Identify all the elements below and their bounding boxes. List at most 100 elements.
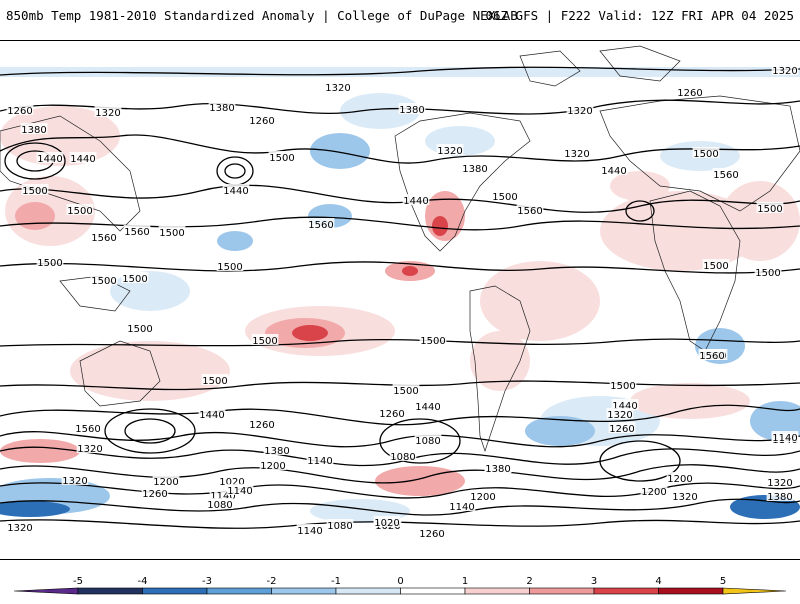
contour-label-text: 1260 [249, 116, 274, 127]
contour-label: 1140 [226, 484, 254, 497]
contour-label-text: 1080 [207, 500, 232, 511]
contour-label-background [402, 194, 430, 205]
contour-label: 1140 [448, 500, 476, 513]
colorbar-segment [271, 587, 337, 595]
contour-label: 1140 [306, 454, 334, 467]
contour-label-background [268, 151, 296, 162]
contour-label-background [378, 407, 406, 418]
contour-label: 1320 [94, 106, 122, 119]
contour-label-text: 1560 [713, 170, 738, 181]
colorbar-tick-label: -2 [267, 576, 277, 587]
contour-label-background [461, 162, 489, 173]
contour-label-text: 1500 [420, 336, 445, 347]
contour-label-text: 1260 [609, 424, 634, 435]
contour-label: 1500 [392, 384, 420, 397]
contour-label: 1560 [123, 225, 151, 238]
contour-label-background [306, 454, 334, 465]
contour-label-background [263, 444, 291, 455]
contour-label: 1140 [771, 431, 799, 444]
contour-label: 1500 [754, 266, 782, 279]
contour-label-text: 1320 [672, 492, 697, 503]
contour-label-text: 1560 [91, 233, 116, 244]
contour-label-background [516, 204, 544, 215]
contour-label-background [208, 101, 236, 112]
contour-label-text: 1500 [693, 149, 718, 160]
contour-label: 1320 [566, 104, 594, 117]
contour-label: 1320 [6, 521, 34, 534]
contour-label-background [600, 164, 628, 175]
contour-label-background [121, 272, 149, 283]
contour-label: 1260 [608, 422, 636, 435]
contour-label-background [469, 490, 497, 501]
contour-label: 1380 [398, 103, 426, 116]
colorbar-svg: -5 -4 -3 -2 -1 0 1 2 3 4 5 [13, 576, 787, 595]
contour-label-text: 1560 [75, 424, 100, 435]
contour-label-background [606, 408, 634, 419]
contour-label-background [398, 103, 426, 114]
contour-label-background [766, 476, 794, 487]
contour-label-text: 1080 [415, 436, 440, 447]
contour-label-background [676, 86, 704, 97]
contour-label-text: 1140 [449, 502, 474, 513]
contour-label-background [222, 184, 250, 195]
contour-label-text: 1320 [607, 410, 632, 421]
contour-label-text: 1500 [492, 192, 517, 203]
colorbar-segment [529, 587, 595, 595]
contour-label: 1320 [563, 147, 591, 160]
contour-label-text: 1500 [610, 381, 635, 392]
contour-label: 1500 [21, 184, 49, 197]
contour-label-text: 1140 [227, 486, 252, 497]
contour-label-text: 1320 [772, 66, 797, 77]
contour-label-background [20, 123, 48, 134]
contour-label-background [324, 81, 352, 92]
colorbar-segment [400, 587, 466, 595]
colorbar-tick-label: 1 [462, 576, 468, 587]
contour-label: 1500 [609, 379, 637, 392]
contour-label: 1020 [218, 475, 246, 488]
contour-label-text: 1500 [703, 261, 728, 272]
colorbar-tick-label: 3 [591, 576, 597, 587]
map-title: 850mb Temp 1981-2010 Standardized Anomal… [6, 8, 518, 23]
contour-label-background [66, 204, 94, 215]
contour-label: 1080 [326, 519, 354, 532]
contour-label-background [74, 422, 102, 433]
contour-label-text: 1380 [767, 492, 792, 503]
contour-label-background [216, 260, 244, 271]
contour-label-text: 1260 [7, 106, 32, 117]
contour-label-background [712, 168, 740, 179]
colorbar-segment [335, 587, 401, 595]
contour-label: 1500 [692, 147, 720, 160]
contour-label-background [418, 527, 446, 538]
contour-label-text: 1500 [217, 262, 242, 273]
colorbar-tick-label: -5 [73, 576, 83, 587]
contour-label: 1260 [418, 527, 446, 540]
contour-label: 1560 [307, 218, 335, 231]
contour-label: 1080 [206, 498, 234, 511]
contour-label: 1440 [36, 152, 64, 165]
contour-label-background [771, 64, 799, 75]
contour-label-background [226, 484, 254, 495]
contour-label-text: 1200 [470, 492, 495, 503]
contour-label: 1560 [90, 231, 118, 244]
contour-label-text: 1380 [209, 103, 234, 114]
contour-label: 1200 [259, 459, 287, 472]
contour-label: 1260 [6, 104, 34, 117]
colorbar-tick-label: 5 [720, 576, 726, 587]
contour-label: 1380 [208, 101, 236, 114]
contour-label: 1020 [373, 516, 401, 529]
contour-label-background [609, 379, 637, 390]
contour-label: 1320 [436, 144, 464, 157]
contour-label-background [756, 202, 784, 213]
contour-label-text: 1200 [667, 474, 692, 485]
contour-label-background [90, 274, 118, 285]
contour-label: 1200 [640, 485, 668, 498]
contour-label-text: 1380 [399, 105, 424, 116]
contour-label-background [771, 431, 799, 442]
contour-label-text: 1380 [21, 125, 46, 136]
contour-label-text: 1320 [437, 146, 462, 157]
contour-label: 1500 [121, 272, 149, 285]
contour-label: 1320 [671, 490, 699, 503]
contour-label-text: 1200 [641, 487, 666, 498]
contour-label-text: 1560 [517, 206, 542, 217]
contour-label-background [766, 490, 794, 501]
